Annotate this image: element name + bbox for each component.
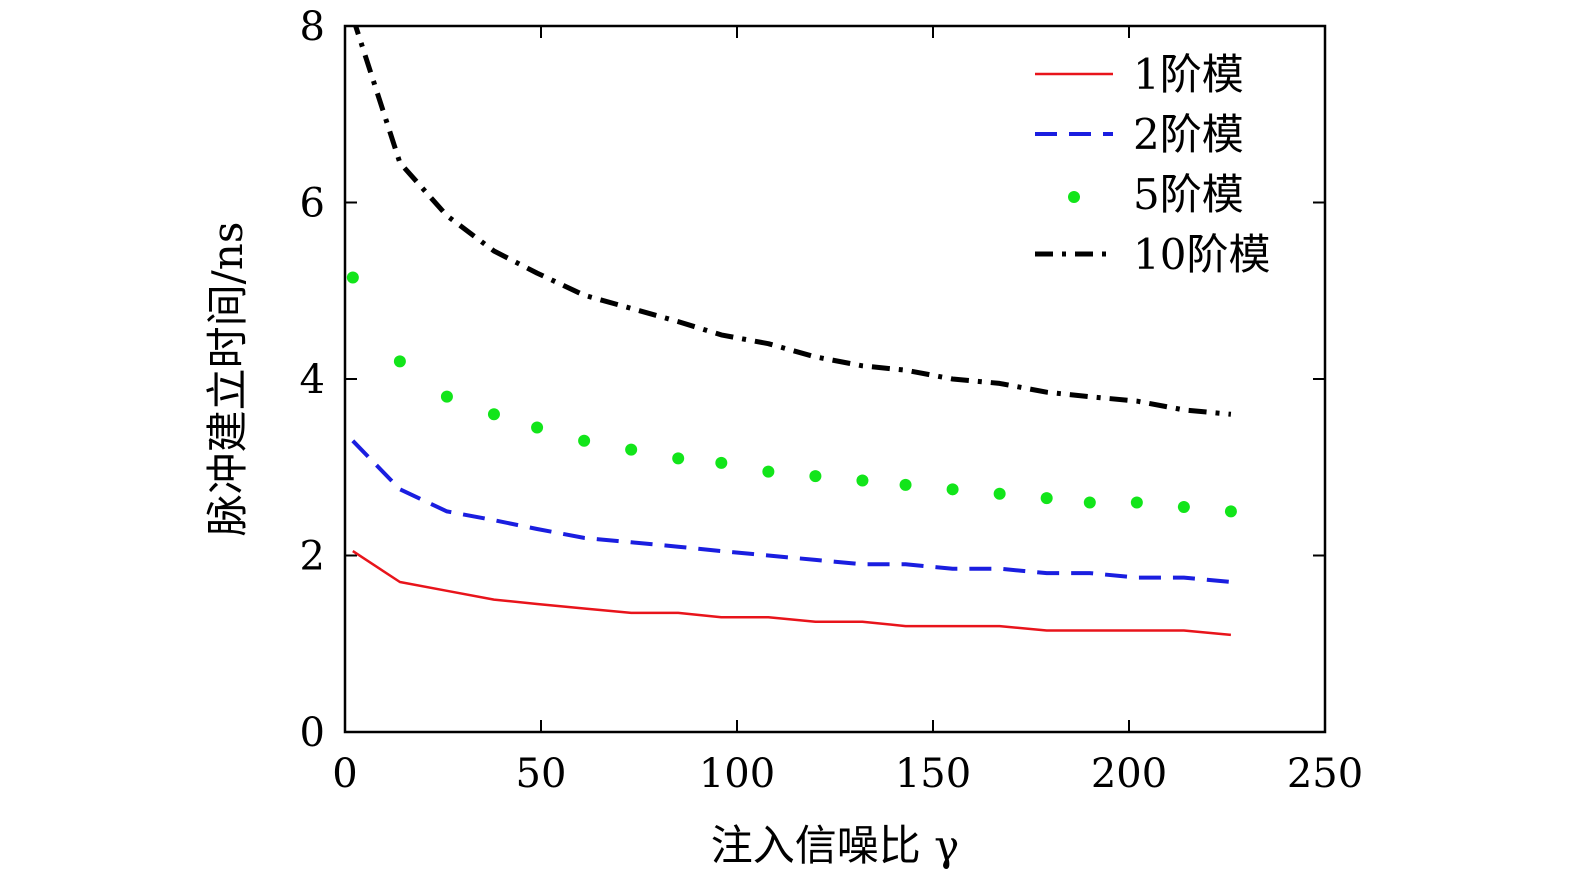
series-line — [351, 439, 1232, 584]
legend: 1阶模 2阶模 5阶模 10阶模 — [1035, 50, 1270, 279]
series-line — [353, 26, 1232, 417]
y-tick-label: 8 — [300, 4, 325, 50]
y-tick-label: 4 — [300, 357, 325, 403]
legend-label: 1阶模 — [1133, 50, 1244, 99]
x-tick-label: 0 — [332, 751, 357, 797]
x-axis-title: 注入信噪比 γ — [711, 821, 959, 870]
y-tick-label: 6 — [300, 181, 325, 227]
data-point — [625, 443, 638, 456]
x-tick-label: 50 — [516, 751, 567, 797]
data-point — [1130, 496, 1143, 509]
data-point — [715, 456, 728, 469]
legend-entry: 10阶模 — [1035, 230, 1270, 279]
legend-entry: 5阶模 — [1068, 170, 1244, 219]
x-tick-label: 200 — [1091, 751, 1167, 797]
legend-label: 10阶模 — [1133, 230, 1270, 279]
data-point — [393, 355, 406, 368]
data-point — [993, 487, 1006, 500]
axis-ticks: 0 50 100 150 200 250 0 2 4 6 8 — [300, 4, 1364, 797]
series-1 — [352, 550, 1232, 637]
series-line — [352, 550, 1232, 637]
series-layer — [346, 26, 1237, 637]
legend-label: 2阶模 — [1133, 110, 1244, 159]
data-point — [578, 434, 591, 447]
x-tick-label: 250 — [1287, 751, 1363, 797]
x-tick-label: 100 — [699, 751, 775, 797]
data-point — [672, 452, 685, 465]
x-tick-label: 150 — [895, 751, 971, 797]
data-point — [899, 478, 912, 491]
data-point — [946, 483, 959, 496]
legend-entry: 1阶模 — [1035, 50, 1244, 99]
legend-entry: 2阶模 — [1035, 110, 1244, 159]
data-point — [1177, 500, 1190, 513]
y-tick-label: 2 — [300, 534, 325, 580]
data-point — [531, 421, 544, 434]
data-point — [762, 465, 775, 478]
data-point — [856, 474, 869, 487]
data-point — [1224, 505, 1237, 518]
data-point — [809, 470, 822, 483]
data-point — [487, 408, 500, 421]
data-point — [346, 271, 359, 284]
data-point — [440, 390, 453, 403]
y-tick-label: 0 — [300, 710, 325, 756]
legend-swatch — [1068, 191, 1080, 203]
data-point — [1083, 496, 1096, 509]
legend-label: 5阶模 — [1133, 170, 1244, 219]
y-axis-title: 脉冲建立时间/ns — [203, 222, 252, 537]
series-2 — [351, 439, 1232, 584]
series-3 — [346, 271, 1237, 518]
data-point — [1040, 492, 1053, 505]
series-4 — [353, 26, 1232, 417]
